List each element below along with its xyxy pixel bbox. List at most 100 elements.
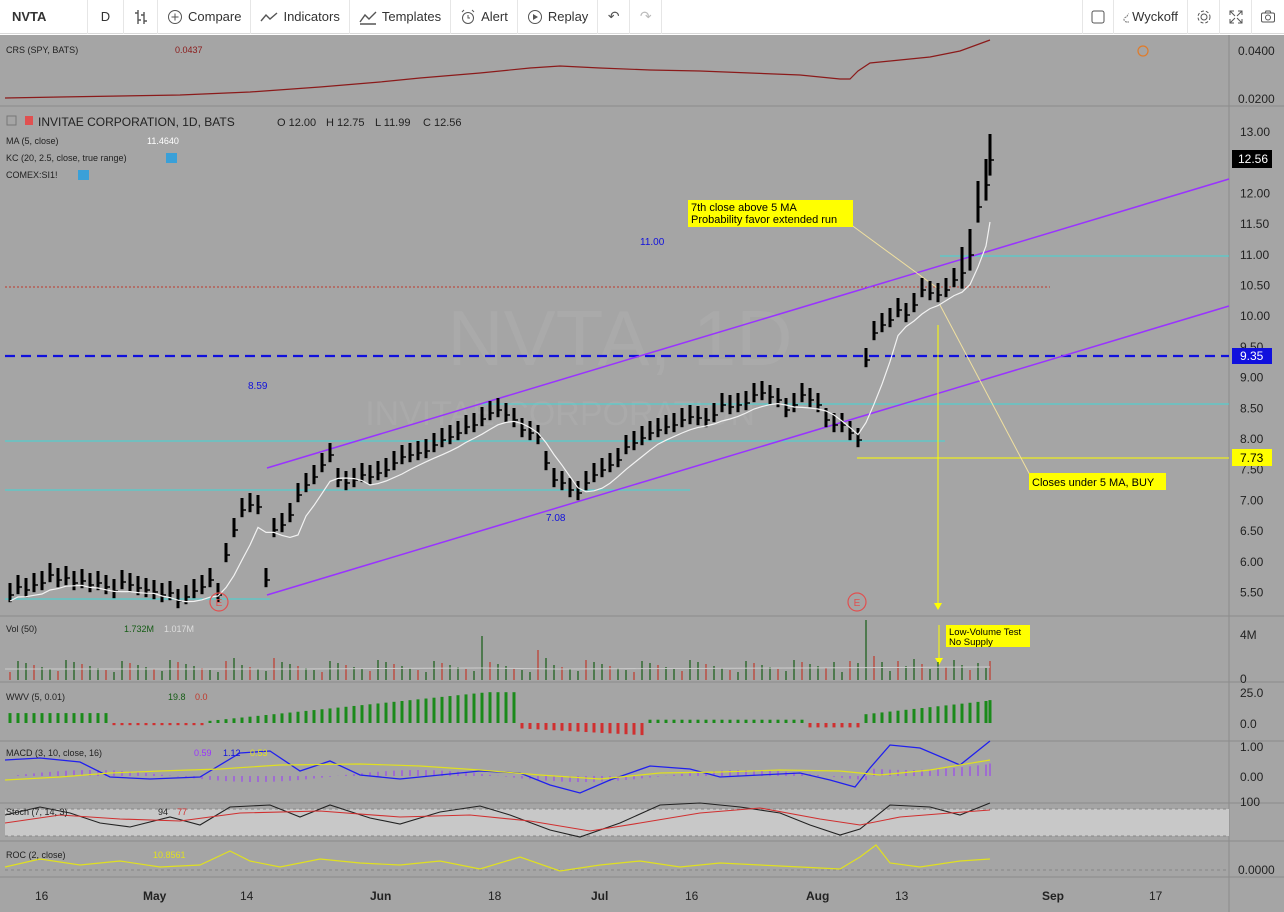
indicators-button[interactable]: Indicators: [251, 0, 350, 34]
comex-label[interactable]: COMEX:SI1!: [6, 170, 58, 180]
price-tick: 11.00: [1240, 248, 1269, 262]
vol-label[interactable]: Vol (50): [6, 624, 37, 634]
redo-button[interactable]: ↷: [630, 0, 663, 34]
stoch-label[interactable]: Stoch (7, 14, 3): [6, 807, 68, 817]
wwv-bar: [400, 701, 404, 723]
last-price-tag[interactable]: [1232, 150, 1272, 168]
annotation-low-volume-2: No Supply: [949, 637, 993, 648]
channel-lower[interactable]: [266, 305, 1230, 596]
vol-value-1: 1.732M: [124, 624, 154, 634]
vol-value-2: 1.017M: [164, 624, 194, 634]
wwv-bar: [352, 705, 356, 723]
replay-button[interactable]: Replay: [518, 0, 599, 34]
crs-tick-1: 0.0200: [1238, 92, 1275, 106]
wwv-bar: [40, 713, 44, 723]
settings-button[interactable]: [1188, 0, 1220, 34]
templates-button[interactable]: Templates: [350, 0, 452, 34]
earnings-marker-aug[interactable]: E: [847, 592, 867, 612]
level-tag-9-35[interactable]: [1232, 348, 1272, 364]
macd-value-1: 0.59: [194, 748, 212, 758]
ohlc-high: H 12.75: [326, 117, 365, 129]
wwv-bar: [144, 723, 148, 726]
price-tick: 10.00: [1240, 309, 1270, 323]
wwv-bar: [128, 723, 132, 726]
roc-pane: ROC (2, close) 10.8561 0.0000: [4, 844, 1275, 877]
wwv-bar: [376, 703, 380, 723]
wwv-bar: [240, 717, 244, 723]
wwv-bar: [808, 723, 812, 728]
roc-label[interactable]: ROC (2, close): [6, 850, 66, 860]
crs-info-icon[interactable]: [1137, 45, 1149, 57]
chart-area[interactable]: CRS (SPY, BATS) 0.0437 0.0400 0.0200 NVT…: [0, 35, 1284, 912]
price-bars: [8, 134, 994, 609]
earnings-marker-label: E: [216, 598, 223, 609]
pane-collapse-icon[interactable]: [6, 115, 17, 126]
snapshot-button[interactable]: [1252, 0, 1284, 34]
macd-line: [4, 740, 991, 794]
wwv-tick-1: 0.0: [1240, 717, 1257, 731]
ma-label[interactable]: MA (5, close): [6, 136, 59, 146]
wwv-bar: [208, 720, 212, 723]
compare-label: Compare: [188, 9, 242, 24]
wwv-bar: [568, 723, 572, 732]
main-pane: NVTA, 1D INVITAE CORPORATION: [5, 115, 1272, 665]
time-axis[interactable]: 16 May 14 Jun 18 Jul 16 Aug 13 Sep 17: [0, 876, 1284, 903]
wwv-bar: [988, 700, 992, 723]
wwv-bar: [152, 723, 156, 726]
main-title[interactable]: INVITAE CORPORATION, 1D, BATS: [38, 115, 235, 129]
bar-style-button[interactable]: [124, 0, 158, 34]
undo-button[interactable]: ↶: [598, 0, 631, 34]
wwv-bar: [192, 723, 196, 726]
wwv-bar: [280, 713, 284, 723]
earnings-marker-may[interactable]: E: [209, 592, 229, 612]
templates-icon: [359, 11, 377, 25]
level-tag-7-73[interactable]: [1232, 449, 1272, 466]
annotation-buy[interactable]: Closes under 5 MA, BUY: [1029, 473, 1166, 490]
fullscreen-select-button[interactable]: [1082, 0, 1114, 34]
wwv-bar: [488, 692, 492, 723]
annotation-line-2: Probability favor extended run: [691, 214, 837, 226]
compare-button[interactable]: Compare: [158, 0, 252, 34]
redo-icon: ↷: [639, 8, 652, 24]
channel-upper[interactable]: [266, 178, 1230, 469]
wwv-bar: [760, 719, 764, 723]
price-tick: 9.00: [1240, 371, 1264, 385]
interval-button[interactable]: D: [88, 0, 124, 34]
date-label-9: Sep: [1042, 889, 1064, 903]
wwv-bar: [888, 711, 892, 723]
wwv-bar: [768, 719, 772, 723]
wwv-bar: [552, 723, 556, 731]
wwv-bar: [496, 692, 500, 723]
indicators-label: Indicators: [283, 9, 340, 24]
roc-tick-0: 0.0000: [1238, 863, 1275, 877]
wwv-bar: [672, 719, 676, 723]
camera-icon: [1261, 10, 1275, 22]
annotation-low-volume[interactable]: Low-Volume Test No Supply: [946, 625, 1030, 648]
wwv-bar: [384, 702, 388, 723]
wwv-bar: [72, 713, 76, 723]
date-label-7: Aug: [806, 889, 829, 903]
layout-button[interactable]: Wyckoff: [1114, 0, 1188, 34]
wwv-bar: [264, 715, 268, 723]
date-label-8: 13: [895, 889, 909, 903]
wwv-bar: [504, 692, 508, 723]
crs-tick-0: 0.0400: [1238, 44, 1275, 58]
wwv-bar: [704, 719, 708, 723]
symbol-label: NVTA: [12, 9, 47, 24]
symbol-search-button[interactable]: NVTA: [0, 0, 88, 34]
wwv-bar: [216, 719, 220, 723]
wwv-bar: [984, 701, 988, 723]
wwv-bar: [336, 707, 340, 723]
macd-label[interactable]: MACD (3, 10, close, 16): [6, 748, 102, 758]
wwv-bar: [976, 701, 980, 723]
alert-button[interactable]: Alert: [451, 0, 518, 34]
wwv-label[interactable]: WWV (5, 0.01): [6, 692, 65, 702]
kc-label[interactable]: KC (20, 2.5, close, true range): [6, 153, 127, 163]
date-label-3: Jun: [370, 889, 391, 903]
chart-canvas[interactable]: CRS (SPY, BATS) 0.0437 0.0400 0.0200 NVT…: [0, 35, 1284, 912]
level-label-8-59: 8.59: [248, 381, 268, 392]
annotation-low-volume-1: Low-Volume Test: [949, 627, 1022, 638]
wwv-bar: [168, 723, 172, 726]
annotation-extended-run[interactable]: 7th close above 5 MA Probability favor e…: [688, 200, 853, 227]
fullscreen-button[interactable]: [1220, 0, 1252, 34]
